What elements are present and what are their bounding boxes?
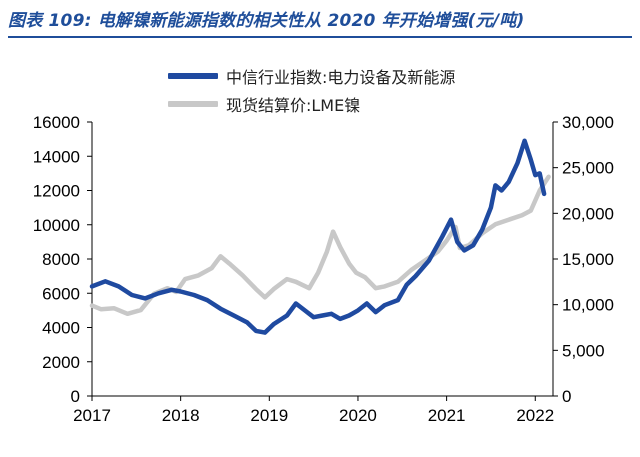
- series-layer: [89, 138, 551, 335]
- legend-entry-series2: 现货结算价:LME镍: [168, 90, 455, 118]
- y-right-tick-label: 20,000: [562, 204, 614, 223]
- x-tick-label: 2020: [339, 406, 377, 425]
- legend: 中信行业指数:电力设备及新能源 现货结算价:LME镍: [168, 62, 455, 118]
- legend-swatch-series1: [168, 73, 218, 79]
- series-line-1: [89, 138, 547, 335]
- title-underline: [8, 36, 632, 38]
- y-left-tick-label: 4000: [42, 319, 80, 338]
- y-left-tick-label: 2000: [42, 353, 80, 372]
- y-left-tick-label: 14000: [33, 147, 80, 166]
- legend-entry-series1: 中信行业指数:电力设备及新能源: [168, 62, 455, 90]
- chart-title: 图表 109: 电解镍新能源指数的相关性从 2020 年开始增强(元/吨): [8, 11, 525, 31]
- tick-labels: 0 2000 4000 6000 8000 10000 12000 14000 16000 0 5,…: [33, 113, 614, 425]
- legend-swatch-series2: [168, 101, 218, 107]
- y-left-tick-label: 6000: [42, 284, 80, 303]
- y-left-tick-label: 10000: [33, 216, 80, 235]
- legend-label-series2: 现货结算价:LME镍: [226, 96, 361, 115]
- x-tick-label: 2022: [516, 406, 554, 425]
- y-right-tick-label: 5,000: [562, 341, 605, 360]
- legend-label-series1: 中信行业指数:电力设备及新能源: [226, 68, 456, 87]
- y-right-tick-label: 15,000: [562, 250, 614, 269]
- y-left-tick-label: 12000: [33, 182, 80, 201]
- y-left-tick-label: 16000: [33, 113, 80, 132]
- x-tick-label: 2018: [162, 406, 200, 425]
- y-right-tick-label: 0: [562, 387, 571, 406]
- axes: [87, 121, 558, 401]
- y-left-tick-label: 0: [71, 387, 80, 406]
- x-tick-label: 2017: [73, 406, 111, 425]
- x-tick-label: 2021: [428, 406, 466, 425]
- y-right-tick-label: 30,000: [562, 113, 614, 132]
- y-right-tick-label: 25,000: [562, 159, 614, 178]
- x-tick-label: 2019: [250, 406, 288, 425]
- y-left-tick-label: 8000: [42, 250, 80, 269]
- y-right-tick-label: 10,000: [562, 296, 614, 315]
